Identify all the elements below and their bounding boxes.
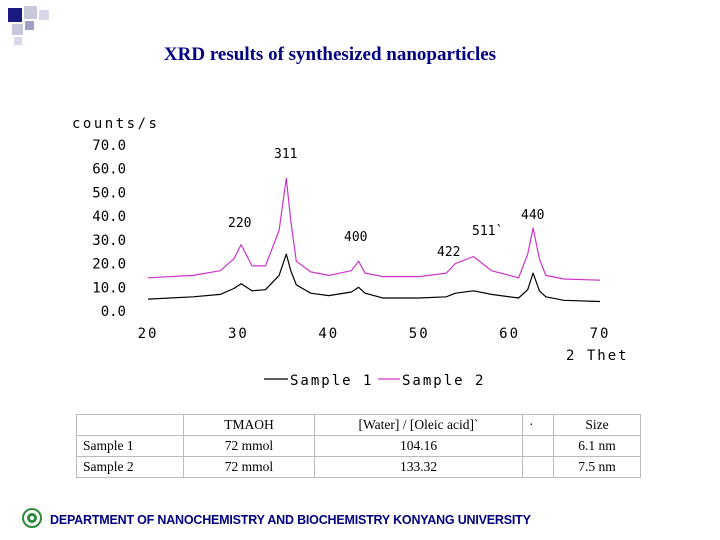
x-tick-label: 60 xyxy=(499,326,520,342)
corner-square-5 xyxy=(25,21,34,30)
footer: DEPARTMENT OF NANOCHEMISTRY AND BIOCHEMI… xyxy=(20,507,531,533)
footer-text: DEPARTMENT OF NANOCHEMISTRY AND BIOCHEMI… xyxy=(50,513,531,527)
university-seal-icon xyxy=(20,507,44,533)
peak-label-422: 422 xyxy=(437,245,460,260)
table-cell: 104.16 xyxy=(314,435,523,457)
table-cell: 6.1 nm xyxy=(553,435,641,457)
table-cell xyxy=(522,456,554,478)
x-tick-label: 50 xyxy=(409,326,430,342)
y-tick-label: 70.0 xyxy=(92,138,126,154)
table-header-cell: · xyxy=(522,414,554,436)
peak-label-440: 440 xyxy=(521,208,544,223)
corner-square-3 xyxy=(39,10,49,20)
table-row: Sample 1 72 mmol 104.16 6.1 nm xyxy=(76,435,641,457)
x-axis-label: 2 Thet xyxy=(566,348,629,364)
x-tick-label: 40 xyxy=(318,326,339,342)
x-tick-label: 70 xyxy=(590,326,611,342)
corner-square-6 xyxy=(14,37,22,45)
y-axis-label: counts/s xyxy=(72,116,159,132)
legend-label-sample-2: Sample 2 xyxy=(402,373,485,389)
peak-label-511: 511` xyxy=(472,224,503,239)
table-header-cell xyxy=(76,414,184,436)
table-cell xyxy=(522,435,554,457)
table-cell: Sample 1 xyxy=(76,435,184,457)
table-cell: Sample 2 xyxy=(76,456,184,478)
y-tick-label: 10.0 xyxy=(92,280,126,296)
table-header-cell: TMAOH xyxy=(183,414,315,436)
series-line-sample-1 xyxy=(147,253,601,303)
legend: Sample 1 Sample 2 xyxy=(264,373,485,389)
table-cell: 72 mmol xyxy=(183,456,315,478)
results-table: TMAOH [Water] / [Oleic acid]` · Size Sam… xyxy=(76,414,641,478)
slide-title: XRD results of synthesized nanoparticles xyxy=(163,44,497,65)
y-tick-label: 40.0 xyxy=(92,209,126,225)
y-tick-label: 50.0 xyxy=(92,185,126,201)
x-tick-label: 30 xyxy=(228,326,249,342)
table-header-cell: [Water] / [Oleic acid]` xyxy=(314,414,523,436)
legend-label-sample-1: Sample 1 xyxy=(290,373,373,389)
y-tick-labels: 0.0 10.0 20.0 30.0 40.0 50.0 60.0 70.0 xyxy=(92,138,126,320)
table-cell: 133.32 xyxy=(314,456,523,478)
table-header-cell: Size xyxy=(553,414,641,436)
peak-label-400: 400 xyxy=(344,230,367,245)
x-tick-labels: 20 30 40 50 60 70 xyxy=(138,326,611,342)
y-tick-label: 20.0 xyxy=(92,257,126,273)
x-tick-label: 20 xyxy=(138,326,159,342)
y-tick-label: 0.0 xyxy=(101,304,126,320)
series-line-sample-2 xyxy=(147,177,601,281)
corner-square-1 xyxy=(8,8,22,22)
table-row: Sample 2 72 mmol 133.32 7.5 nm xyxy=(76,456,641,478)
data-series xyxy=(147,177,601,303)
corner-square-2 xyxy=(24,6,37,19)
peak-label-220: 220 xyxy=(228,216,251,231)
table-header-row: TMAOH [Water] / [Oleic acid]` · Size xyxy=(76,414,641,436)
y-tick-label: 60.0 xyxy=(92,162,126,178)
table-cell: 72 mmol xyxy=(183,435,315,457)
corner-square-4 xyxy=(12,24,23,35)
xrd-chart: counts/s 0.0 10.0 20.0 30.0 40.0 50.0 60.0 70.0… xyxy=(72,116,629,389)
y-tick-label: 30.0 xyxy=(92,233,126,249)
peak-label-311: 311 xyxy=(274,147,297,162)
table-cell: 7.5 nm xyxy=(553,456,641,478)
